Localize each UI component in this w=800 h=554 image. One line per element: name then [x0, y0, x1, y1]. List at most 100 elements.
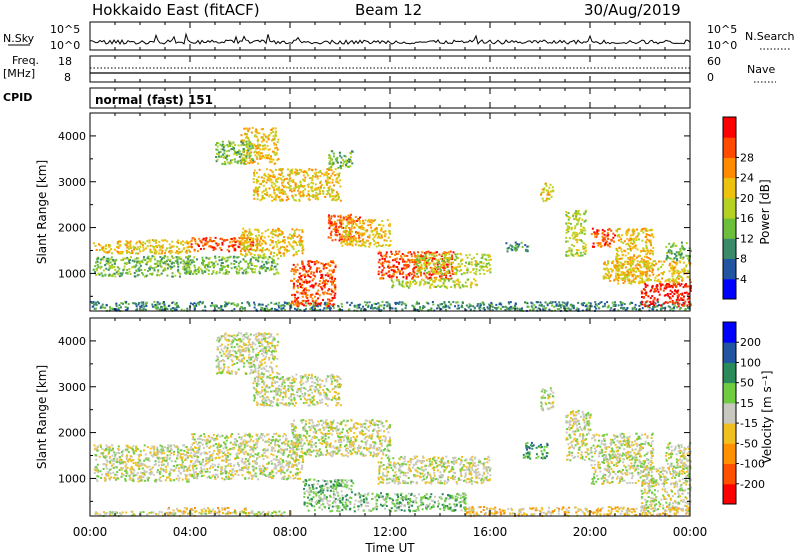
heatmap-cell [585, 303, 588, 306]
heatmap-cell [651, 251, 654, 254]
heatmap-cell [373, 229, 376, 232]
heatmap-cell [266, 307, 269, 310]
heatmap-cell [374, 234, 377, 237]
heatmap-cell [428, 258, 431, 261]
heatmap-cell [243, 154, 246, 157]
heatmap-cell [307, 260, 310, 263]
heatmap-cell [462, 285, 465, 288]
heatmap-cell [244, 260, 246, 263]
heatmap-cell [254, 249, 257, 252]
heatmap-cell [639, 274, 642, 277]
heatmap-cell [439, 303, 442, 306]
heatmap-cell [660, 266, 663, 269]
heatmap-cell [421, 257, 424, 260]
heatmap-cell [677, 305, 680, 308]
heatmap-cell [303, 281, 306, 284]
heatmap-cell [632, 246, 635, 248]
heatmap-cell [594, 303, 597, 306]
heatmap-cell [661, 283, 664, 286]
heatmap-cell [416, 276, 419, 278]
heatmap-cell [147, 255, 150, 258]
heatmap-cell [331, 296, 334, 299]
heatmap-cell [242, 244, 245, 247]
heatmap-cell [176, 239, 179, 242]
heatmap-cell [617, 258, 620, 260]
heatmap-cell [379, 237, 382, 240]
heatmap-cell [149, 260, 152, 263]
heatmap-cell [289, 189, 291, 192]
heatmap-cell [644, 250, 646, 253]
heatmap-cell [283, 236, 285, 239]
heatmap-cell [295, 251, 298, 253]
heatmap-cell [602, 305, 604, 308]
heatmap-cell [177, 304, 179, 307]
heatmap-cell [425, 264, 428, 267]
heatmap-cell [482, 302, 485, 305]
heatmap-cell [434, 272, 437, 275]
heatmap-cell [608, 227, 611, 230]
heatmap-cell [233, 259, 236, 262]
heatmap-cell [231, 159, 234, 161]
heatmap-cell [542, 308, 545, 311]
heatmap-cell [322, 267, 325, 270]
heatmap-cell [643, 292, 646, 295]
heatmap-cell [241, 231, 244, 234]
heatmap-cell [435, 258, 438, 261]
heatmap-cell [672, 281, 675, 284]
heatmap-cell [480, 265, 483, 268]
heatmap-cell [433, 279, 436, 282]
heatmap-cell [637, 232, 640, 235]
heatmap-cell [159, 259, 162, 262]
heatmap-cell [681, 299, 684, 301]
heatmap-cell [677, 270, 680, 273]
heatmap-cell [271, 150, 274, 153]
heatmap-cell [258, 242, 260, 245]
heatmap-cell [156, 263, 159, 266]
heatmap-cell [277, 177, 280, 180]
heatmap-cell [679, 271, 682, 274]
heatmap-cell [647, 305, 650, 308]
heatmap-cell [259, 236, 262, 239]
heatmap-cell [261, 303, 264, 306]
heatmap-cell [641, 307, 644, 310]
heatmap-cell [434, 278, 437, 281]
heatmap-cell [362, 241, 365, 244]
heatmap-cell [469, 271, 472, 274]
heatmap-cell [241, 139, 244, 142]
heatmap-cell [347, 214, 350, 217]
heatmap-cell [185, 264, 188, 267]
heatmap-cell [473, 278, 475, 281]
heatmap-cell [615, 260, 618, 263]
heatmap-cell [196, 258, 198, 261]
heatmap-cell [554, 301, 557, 304]
heatmap-cell [266, 168, 269, 171]
heatmap-cell [146, 274, 149, 277]
heatmap-cell [453, 266, 456, 269]
heatmap-cell [423, 262, 426, 265]
heatmap-cell [266, 248, 269, 251]
heatmap-cell [307, 183, 310, 186]
heatmap-cell [282, 175, 285, 178]
heatmap-cell [317, 186, 320, 189]
heatmap-cell [246, 237, 249, 240]
heatmap-cell [316, 305, 319, 308]
heatmap-cell [480, 261, 483, 264]
heatmap-cell [253, 191, 256, 194]
heatmap-cell [326, 190, 329, 192]
heatmap-cell [318, 294, 321, 297]
heatmap-cell [486, 254, 489, 257]
heatmap-cell [628, 271, 631, 274]
heatmap-cell [126, 256, 129, 259]
heatmap-cell [256, 147, 258, 150]
heatmap-cell [222, 153, 225, 156]
heatmap-cell [620, 306, 622, 309]
heatmap-cell [443, 269, 446, 272]
heatmap-cell [276, 188, 279, 190]
heatmap-cell [325, 305, 328, 308]
heatmap-cell [627, 268, 630, 271]
heatmap-cell [446, 260, 449, 263]
heatmap-cell [403, 260, 406, 263]
heatmap-cell [149, 248, 152, 251]
heatmap-cell [100, 258, 103, 261]
heatmap-cell [259, 199, 262, 202]
